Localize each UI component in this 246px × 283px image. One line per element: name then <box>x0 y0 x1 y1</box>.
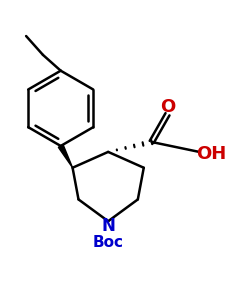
Polygon shape <box>58 145 73 168</box>
Text: OH: OH <box>196 145 226 163</box>
Text: N: N <box>101 217 115 235</box>
Text: Boc: Boc <box>93 235 124 250</box>
Text: O: O <box>160 98 175 116</box>
